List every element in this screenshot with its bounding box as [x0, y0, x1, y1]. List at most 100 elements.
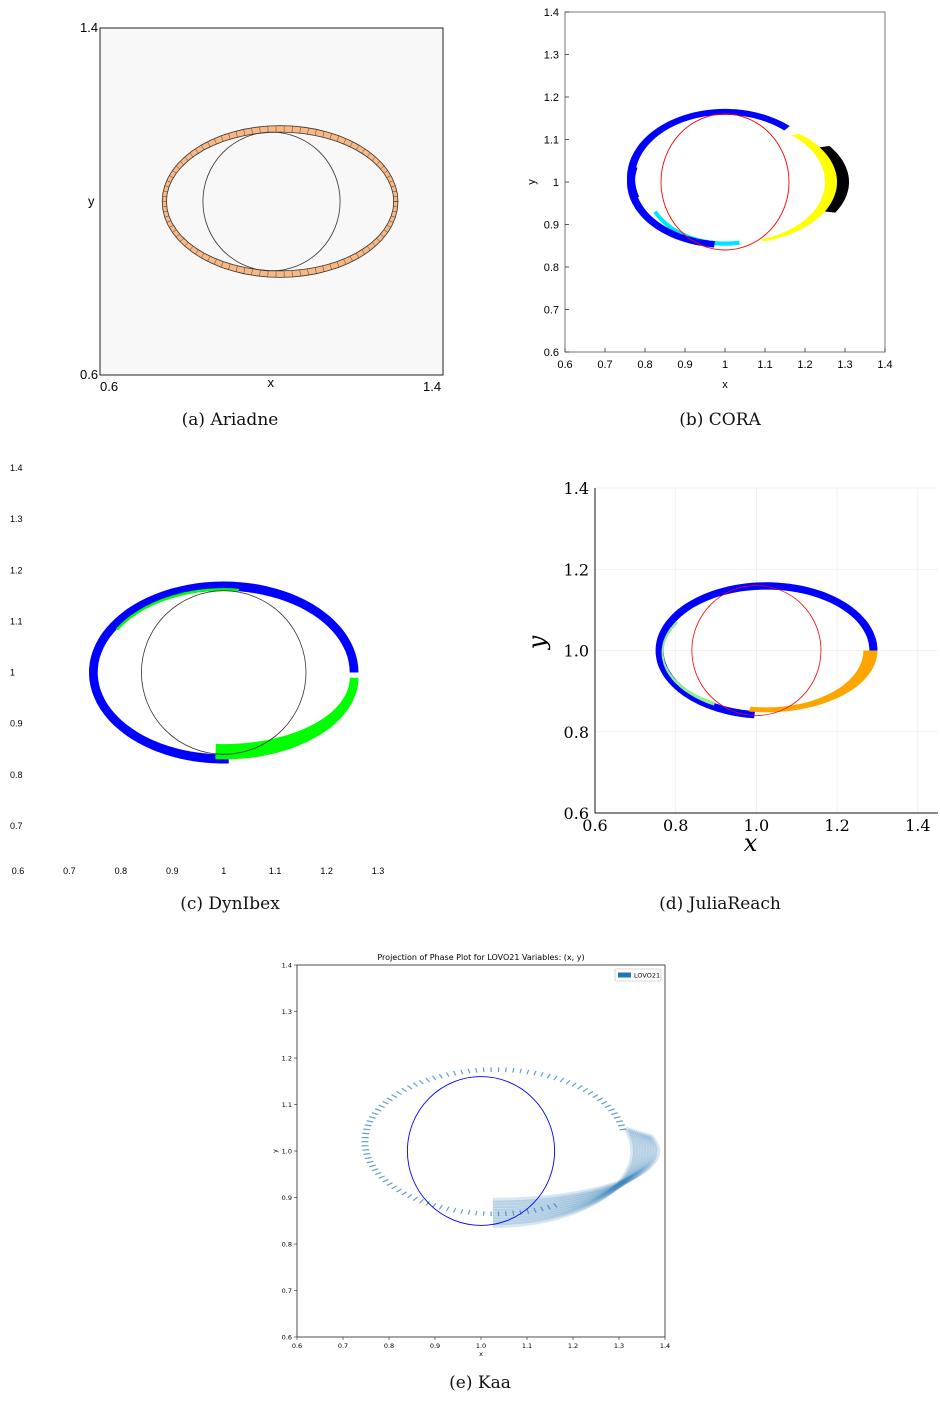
ariadne-segment-edge	[307, 127, 309, 135]
ariadne-segment-edge	[322, 265, 325, 272]
ariadne-segment-edge	[166, 180, 171, 183]
ariadne-segment-edge	[251, 268, 253, 276]
ariadne-segment-edge	[349, 256, 353, 262]
kaa-xtick-label: 0.7	[338, 1342, 348, 1350]
ariadne-segment-edge	[366, 245, 371, 251]
kaa-reach-box	[386, 1182, 393, 1186]
kaa-reach-box	[505, 1067, 507, 1073]
ariadne-segment-edge	[343, 258, 347, 265]
cora-ytick-label: 0.6	[544, 347, 559, 359]
julia-xtick-label: 0.6	[582, 816, 607, 835]
kaa-reach-box	[482, 1211, 485, 1216]
kaa-reach-box	[369, 1116, 376, 1119]
dynibex-initial-circle	[141, 590, 307, 755]
ariadne-segment-edge	[299, 126, 301, 134]
kaa-reach-box	[366, 1120, 374, 1123]
ariadne-segment-edge	[307, 268, 309, 276]
dynibex-green-band	[215, 677, 359, 760]
kaa-reach-box	[445, 1206, 450, 1212]
ariadne-ytick-label: 0.6	[80, 367, 98, 382]
ariadne-segment-edge	[380, 165, 385, 170]
ariadne-segment-edge	[361, 249, 366, 255]
kaa-reach-box	[553, 1075, 558, 1081]
kaa-dense-band	[493, 1128, 641, 1223]
kaa-ytick-label: 1.3	[282, 1008, 292, 1016]
kaa-reach-box	[617, 1124, 625, 1127]
julia-ytick-label: 0.6	[564, 804, 589, 823]
kaa-reach-box	[438, 1204, 443, 1210]
kaa-reach-box	[460, 1208, 464, 1214]
chart-dynibex-svg: 0.6 0.7 0.8 0.9 1 1.1 1.2 1.3 0.7 0.8 0.9 1 1.1 1.2 1.…	[10, 463, 384, 876]
kaa-reach-box	[475, 1067, 478, 1073]
ariadne-segment-edge	[314, 129, 317, 136]
ariadne-segment-edge	[235, 265, 238, 272]
ariadne-segment-edge	[175, 165, 180, 170]
kaa-xtick-label: 1.4	[660, 1342, 670, 1350]
ariadne-segment-edge	[213, 138, 217, 145]
kaa-xtick-label: 1.2	[568, 1342, 578, 1350]
kaa-reach-box	[453, 1070, 457, 1076]
kaa-dense-band	[492, 1131, 652, 1212]
kaa-reach-box	[378, 1104, 385, 1108]
kaa-ytick-label: 1.2	[282, 1055, 292, 1063]
cora-yellow-band	[760, 133, 837, 242]
ariadne-segment-edge	[164, 185, 170, 188]
ariadne-segment-edge	[189, 152, 194, 158]
kaa-reach-box	[467, 1209, 471, 1215]
cora-ytick-label: 1	[553, 177, 559, 189]
julia-ylabel: y	[523, 635, 551, 650]
ariadne-segment-edge	[389, 180, 394, 183]
kaa-reach-box	[616, 1120, 623, 1123]
cora-ytick-label: 0.7	[544, 305, 559, 317]
ariadne-ylabel: y	[88, 194, 95, 209]
julia-ytick-label: 0.8	[564, 723, 589, 742]
kaa-reach-box	[475, 1210, 478, 1216]
kaa-reach-box	[611, 1112, 618, 1116]
julia-xtick-label: 1.2	[824, 816, 849, 835]
dynibex-blue-band	[89, 581, 359, 739]
kaa-reach-box	[378, 1175, 385, 1179]
ariadne-segment-edge	[392, 210, 397, 213]
kaa-reach-box	[546, 1073, 551, 1079]
ariadne-segment-edge	[172, 229, 177, 233]
kaa-reach-box	[407, 1084, 413, 1090]
dynibex-ytick-label: 1	[10, 668, 15, 678]
ariadne-segment-edge	[220, 135, 224, 142]
dynibex-ytick-label: 1.2	[10, 565, 23, 575]
cora-initial-circle	[660, 113, 790, 251]
kaa-dense-band	[493, 1129, 644, 1220]
ariadne-segment-edge	[355, 144, 360, 151]
cora-xtick-label: 1.4	[877, 359, 892, 371]
kaa-reach-box	[425, 1201, 430, 1206]
kaa-xlabel: x	[479, 1350, 483, 1358]
julia-xtick-label: 0.8	[663, 816, 688, 835]
ariadne-segment-edge	[366, 152, 371, 158]
kaa-reach-box	[512, 1210, 515, 1216]
dynibex-xtick-label: 0.9	[166, 866, 179, 876]
kaa-reach-box	[577, 1084, 583, 1090]
ariadne-initial-circle	[202, 131, 341, 272]
chart-kaa: Projection of Phase Plot for LOVO21 Vari…	[260, 940, 680, 1395]
chart-dynibex: 0.6 0.7 0.8 0.9 1 1.1 1.2 1.3 0.7 0.8 0.9 1 1.1 1.2 1.…	[0, 450, 470, 925]
caption-kaa: (e) Kaa	[449, 1373, 511, 1393]
julia-xlabel: x	[744, 829, 758, 857]
cora-ytick-label: 1.1	[544, 135, 559, 147]
kaa-ytick-label: 1.1	[282, 1101, 292, 1109]
cora-xtick-label: 1	[722, 359, 728, 371]
ariadne-segment-edge	[355, 252, 360, 259]
kaa-reach-box	[519, 1068, 522, 1074]
kaa-xtick-label: 0.8	[384, 1342, 394, 1350]
cora-xlabel: x	[722, 379, 728, 391]
kaa-reach-box	[371, 1112, 379, 1116]
cora-xtick-label: 0.7	[597, 359, 612, 371]
julia-initial-circle	[691, 585, 822, 716]
chart-juliareach: 0.6 0.8 1.0 1.2 1.4 0.6 0.8 1.0 1.2 1.4 x y	[470, 450, 940, 925]
ariadne-segment-edge	[322, 131, 325, 138]
ariadne-ytick-label: 1.4	[80, 20, 98, 35]
chart-kaa-svg: Projection of Phase Plot for LOVO21 Vari…	[271, 953, 670, 1358]
dynibex-green-band	[115, 588, 239, 631]
kaa-reach-box	[412, 1196, 418, 1202]
kaa-reach-box	[407, 1193, 413, 1199]
kaa-reach-box	[482, 1067, 485, 1073]
kaa-reach-box	[613, 1116, 621, 1119]
